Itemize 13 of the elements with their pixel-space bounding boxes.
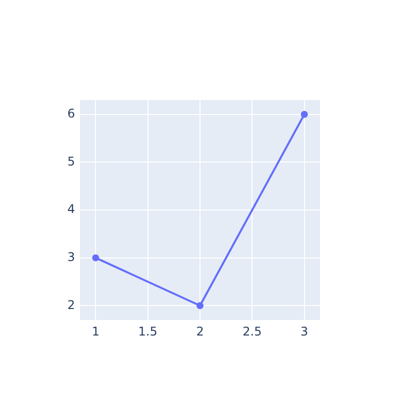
x-tick-label: 1.5 [138, 324, 158, 338]
y-tick-label: 3 [67, 250, 75, 264]
x-tick-label: 2.5 [242, 324, 262, 338]
point [92, 254, 100, 262]
y-tick-label: 2 [67, 298, 75, 312]
y-tick-label: 5 [67, 154, 75, 168]
point [300, 110, 308, 118]
x-tick-label: 2 [196, 324, 204, 338]
x-tick-label: 3 [300, 324, 308, 338]
point [196, 302, 204, 310]
y-tick-label: 6 [67, 106, 75, 120]
x-tick-label: 1 [92, 324, 100, 338]
y-tick-label: 4 [67, 202, 75, 216]
